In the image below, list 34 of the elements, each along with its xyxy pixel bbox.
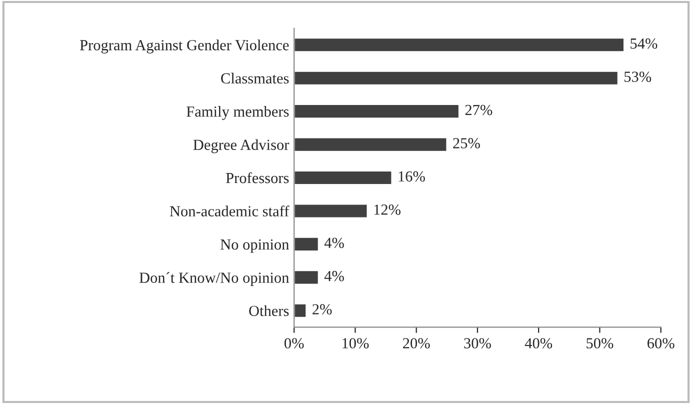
y-tick-label: Professors [226,172,289,184]
x-tick-label: 30% [464,338,491,348]
data-label: 12% [374,204,400,215]
x-tick-label: 40% [524,338,552,348]
x-tick-label: 60% [648,338,674,348]
data-label: 16% [398,171,425,182]
data-label: 53% [624,72,652,82]
y-tick-label: Family members [186,106,289,120]
y-tick-label: Non-academic staff [170,206,290,216]
data-label: 4% [324,238,344,248]
bar [294,170,393,186]
data-label: 4% [324,270,344,282]
x-tick-label: 20% [403,338,430,348]
x-tick-label: 10% [342,338,369,348]
y-tick-label: Classmates [221,72,289,84]
bar [294,104,460,119]
bar [294,302,308,318]
data-label: 25% [453,138,480,148]
data-label: 54% [630,38,658,49]
y-tick-label: Don´t Know/No opinion [139,272,290,286]
bar [294,270,320,286]
y-tick-label: No opinion [220,239,290,253]
bar [294,236,320,252]
data-label: 27% [465,104,492,116]
bar [294,203,368,219]
x-tick-label: 50% [586,338,614,348]
bar [294,37,625,53]
y-tick-label: Degree Advisor [193,139,290,154]
bar [294,136,448,152]
data-label: 2% [312,304,332,315]
y-tick-label: Others [249,305,289,316]
x-tick-label: 0% [284,338,304,348]
bar [294,70,619,86]
y-tick-label: Program Against Gender Violence [80,40,289,54]
